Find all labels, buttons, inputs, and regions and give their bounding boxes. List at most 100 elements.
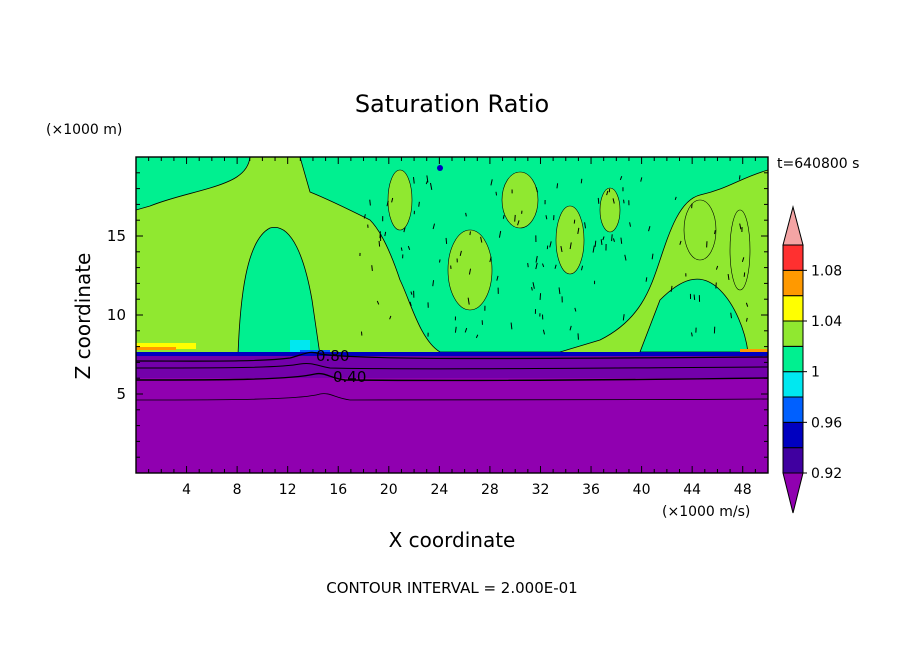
contour-fragment xyxy=(674,196,677,201)
x-unit-label: (×1000 m/s) xyxy=(662,504,750,520)
colorbar-segment xyxy=(782,244,804,271)
contour-fragment xyxy=(502,214,505,219)
x-axis-title: X coordinate xyxy=(389,528,516,552)
colorbar-label: 1.04 xyxy=(811,314,842,330)
x-tick-label: 8 xyxy=(233,482,242,498)
contour-fragment xyxy=(532,282,535,289)
green-upper-left-patch xyxy=(136,157,251,211)
contour-fragment xyxy=(651,253,654,260)
contour-fragment xyxy=(612,198,615,204)
x-tick-label: 32 xyxy=(532,482,550,498)
contour-fragment xyxy=(715,265,719,270)
y-tick-label: 5 xyxy=(116,385,126,403)
contour-fragment xyxy=(602,236,605,241)
y-axis-title: Z coordinate xyxy=(71,253,95,380)
contour-fragment xyxy=(496,275,499,281)
colorbar-label: 1 xyxy=(811,365,820,381)
contour-fragment xyxy=(480,236,483,243)
y-axis: 5 10 15 xyxy=(107,172,768,458)
contour-fragment xyxy=(611,234,613,242)
contour-fragment xyxy=(514,214,516,222)
chart-title: Saturation Ratio xyxy=(355,90,549,118)
contour-fragment xyxy=(612,238,615,242)
green-plume-region xyxy=(237,227,321,356)
contour-fragments xyxy=(359,175,749,340)
contour-fragment xyxy=(670,285,673,292)
x-tick-label: 20 xyxy=(380,482,398,498)
contour-fragment xyxy=(535,186,539,193)
contour-fragment xyxy=(403,227,406,233)
contour-fragment xyxy=(432,223,436,230)
contour-fragment xyxy=(584,222,587,229)
contour-fragment xyxy=(412,176,415,184)
contour-fragment xyxy=(389,315,392,320)
contour-fragment xyxy=(432,280,435,287)
contour-fragment xyxy=(517,220,520,226)
contour-fragment xyxy=(418,201,420,207)
contour-fragment xyxy=(645,277,648,282)
colorbar: 1.08 1.04 1 0.96 0.92 xyxy=(782,205,842,514)
contour-fragment xyxy=(467,297,470,305)
contour-fragment xyxy=(620,237,623,244)
time-label: t=640800 s xyxy=(777,156,859,172)
y-unit-label: (×1000 m) xyxy=(46,122,122,138)
contour-0.80 xyxy=(136,351,768,362)
contour-fragment xyxy=(640,177,643,182)
contour-fragment xyxy=(498,230,502,238)
contour-fragment xyxy=(400,247,403,251)
contour-fragment xyxy=(469,231,471,236)
contour-fragment xyxy=(386,200,389,207)
contour-fragment xyxy=(606,190,609,196)
contour-fragment xyxy=(371,265,373,272)
contour-fragment xyxy=(549,241,552,248)
contour-lines xyxy=(136,351,768,401)
contour-fragment xyxy=(445,237,448,244)
y-tick-label: 15 xyxy=(107,227,126,245)
contour-fragment xyxy=(465,212,467,217)
contour-fragment xyxy=(622,314,625,321)
contour-fragment xyxy=(495,191,498,196)
contour-fragment xyxy=(378,240,381,247)
green-right-patch xyxy=(639,278,749,353)
contour-label-0.40: 0.40 xyxy=(333,368,366,386)
blue-spot xyxy=(437,165,443,171)
contour-label-0.80: 0.80 xyxy=(316,347,349,365)
contour-fragment xyxy=(597,197,600,204)
contour-label-group: 0.80 0.40 xyxy=(316,347,366,386)
contour-fragment xyxy=(569,325,572,331)
contour-fragment xyxy=(648,226,651,232)
contour-fragment xyxy=(600,239,603,245)
contour-fragment xyxy=(468,268,472,275)
colorbar-segment xyxy=(782,371,804,398)
contour-fragment xyxy=(577,227,580,235)
contour-fragment xyxy=(745,317,748,322)
colorbar-segment xyxy=(782,447,804,474)
plot-area xyxy=(136,157,768,473)
contour-fragment xyxy=(690,332,693,337)
contour-fragment xyxy=(475,334,479,339)
contour-fragment xyxy=(384,231,387,237)
x-tick-label: 44 xyxy=(683,482,701,498)
contour-fragment xyxy=(407,245,411,251)
contour-fragment xyxy=(426,175,429,183)
colorbar-label: 0.92 xyxy=(811,466,842,482)
contour-fragment xyxy=(738,175,741,180)
contour-fragment xyxy=(623,199,625,204)
contour-fragment xyxy=(619,176,623,181)
contour-fragment xyxy=(376,300,380,305)
colorbar-bottom-arrow xyxy=(782,472,804,514)
contour-fragment xyxy=(745,302,749,307)
contour-fragment xyxy=(510,322,513,330)
contour-fragment xyxy=(464,327,468,333)
x-tick-label: 16 xyxy=(329,482,347,498)
contour-fragment xyxy=(560,245,563,253)
x-tick-label: 48 xyxy=(734,482,752,498)
contour-fragment xyxy=(569,242,572,250)
x-tick-label: 28 xyxy=(481,482,499,498)
contour-fragment xyxy=(558,287,561,295)
contour-fragment xyxy=(679,240,682,245)
contour-fragment xyxy=(459,250,462,256)
x-axis: 4 8 12 16 20 24 28 32 36 40 44 48 xyxy=(148,157,756,498)
x-tick-label: 36 xyxy=(582,482,600,498)
